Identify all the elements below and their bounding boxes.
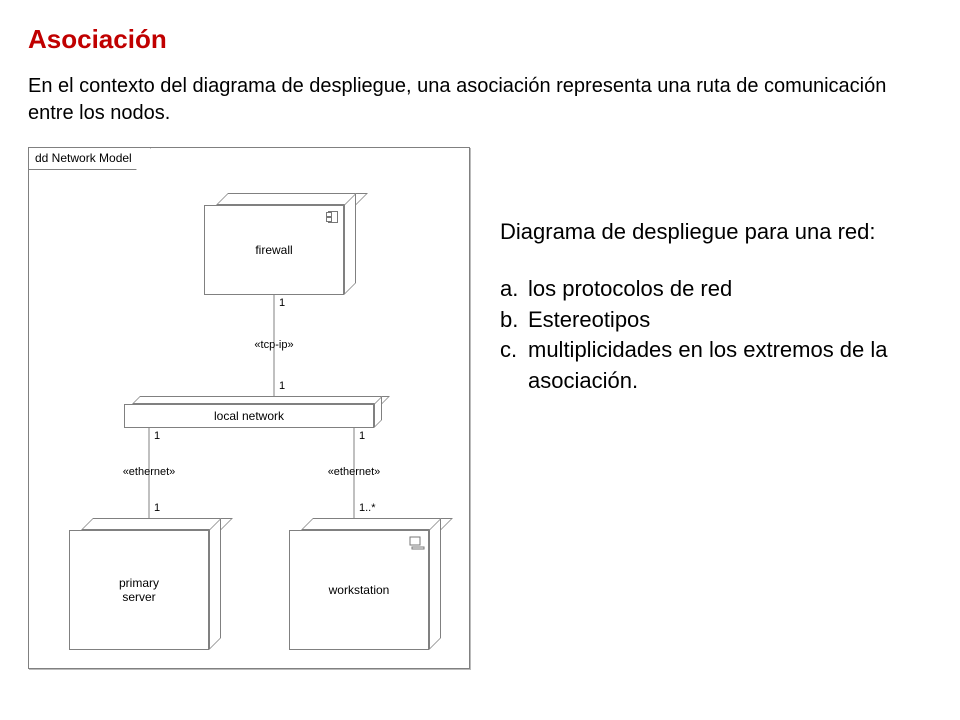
multiplicity-label: 1 (154, 430, 160, 442)
multiplicity-label: 1 (359, 430, 365, 442)
node-primary_server: primary server (69, 518, 221, 650)
multiplicity-label: 1 (279, 380, 285, 392)
list-item: b. Estereotipos (500, 305, 930, 336)
page-title: Asociación (28, 24, 932, 55)
list-text: los protocolos de red (528, 274, 930, 305)
stereotype-label: «ethernet» (89, 466, 209, 478)
node-local_network: local network (124, 396, 382, 428)
list-marker: a. (500, 274, 528, 305)
component-icon (326, 211, 338, 221)
page: Asociación En el contexto del diagrama d… (0, 0, 960, 720)
explanation-panel: Diagrama de despliegue para una red: a. … (500, 217, 930, 397)
list-item: a. los protocolos de red (500, 274, 930, 305)
node-label: workstation (289, 583, 429, 597)
deployment-diagram: dd Network Model firewalllocal networkpr… (28, 147, 470, 669)
list-text: multiplicidades en los extremos de la as… (528, 335, 930, 397)
explanation-heading: Diagrama de despliegue para una red: (500, 217, 930, 248)
multiplicity-label: 1 (279, 297, 285, 309)
node-label: local network (124, 409, 374, 423)
intro-paragraph: En el contexto del diagrama de despliegu… (28, 73, 932, 127)
list-item: c. multiplicidades en los extremos de la… (500, 335, 930, 397)
stereotype-label: «tcp-ip» (214, 339, 334, 351)
node-label: firewall (204, 243, 344, 257)
node-firewall: firewall (204, 193, 356, 295)
node-label: primary server (69, 576, 209, 604)
explanation-list: a. los protocolos de red b. Estereotipos… (500, 274, 930, 397)
list-text: Estereotipos (528, 305, 930, 336)
list-marker: b. (500, 305, 528, 336)
multiplicity-label: 1..* (359, 502, 376, 514)
list-marker: c. (500, 335, 528, 397)
stereotype-label: «ethernet» (294, 466, 414, 478)
workstation-icon (409, 536, 425, 555)
content-row: dd Network Model firewalllocal networkpr… (28, 147, 932, 669)
node-workstation: workstation (289, 518, 441, 650)
multiplicity-label: 1 (154, 502, 160, 514)
